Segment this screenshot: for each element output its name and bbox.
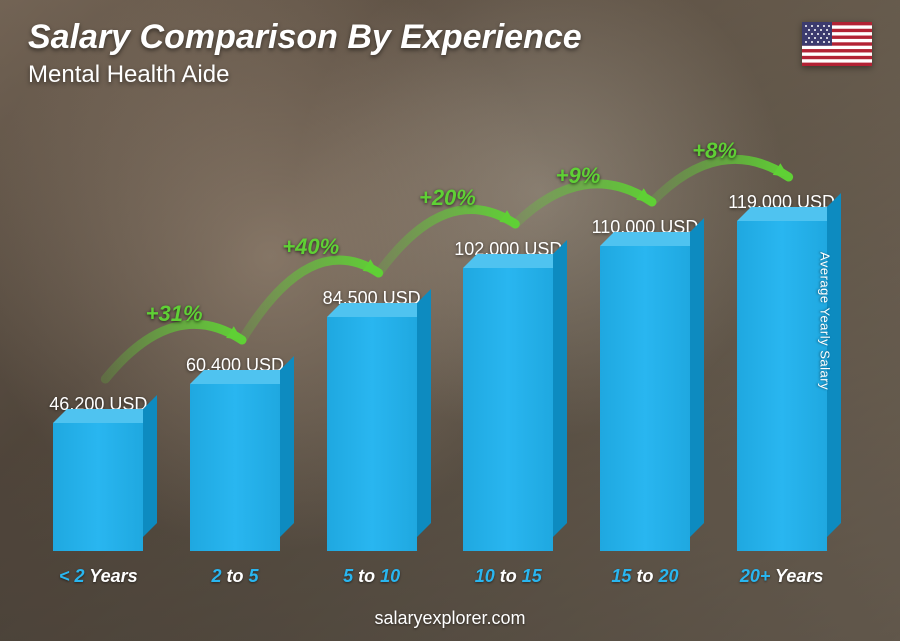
bar-group: 60,400 USD bbox=[180, 355, 290, 551]
chart-area: 46,200 USD 60,400 USD 84,500 USD 102,000… bbox=[30, 120, 850, 581]
growth-pct-label: +9% bbox=[556, 163, 601, 189]
bar-front-face bbox=[600, 246, 690, 551]
y-axis-label: Average Yearly Salary bbox=[817, 251, 832, 389]
growth-pct-label: +20% bbox=[419, 185, 476, 211]
bar-front-face bbox=[190, 384, 280, 551]
bar-top-face bbox=[53, 409, 157, 423]
x-axis-labels: < 2 Years 2 to 5 5 to 10 10 to 15 15 to 20 20… bbox=[30, 566, 850, 587]
country-flag-us bbox=[802, 22, 872, 66]
bar-side-face bbox=[690, 218, 704, 537]
bar-front-face bbox=[737, 221, 827, 551]
header: Salary Comparison By Experience Mental H… bbox=[28, 18, 872, 89]
x-axis-label: 15 to 20 bbox=[590, 566, 700, 587]
bar-3d bbox=[463, 268, 553, 551]
chart-title: Salary Comparison By Experience bbox=[28, 18, 872, 57]
bar-top-face bbox=[327, 303, 431, 317]
bar-front-face bbox=[327, 317, 417, 551]
growth-pct-label: +31% bbox=[146, 301, 203, 327]
bar-top-face bbox=[737, 207, 841, 221]
bar-3d bbox=[53, 423, 143, 551]
growth-pct-label: +8% bbox=[692, 138, 737, 164]
bar-group: 46,200 USD bbox=[43, 394, 153, 551]
bar-3d bbox=[600, 246, 690, 551]
x-axis-label: 20+ Years bbox=[727, 566, 837, 587]
bar-group: 110,000 USD bbox=[590, 217, 700, 551]
x-axis-label: < 2 Years bbox=[43, 566, 153, 587]
footer-attribution: salaryexplorer.com bbox=[0, 608, 900, 629]
bar-3d bbox=[327, 317, 417, 551]
bar-front-face bbox=[463, 268, 553, 551]
bar-3d bbox=[190, 384, 280, 551]
bar-side-face bbox=[417, 289, 431, 537]
bar-top-face bbox=[190, 370, 294, 384]
bar-side-face bbox=[143, 395, 157, 537]
bar-side-face bbox=[553, 240, 567, 537]
growth-pct-label: +40% bbox=[282, 234, 339, 260]
bar-group: 102,000 USD bbox=[453, 239, 563, 551]
bar-top-face bbox=[463, 254, 567, 268]
x-axis-label: 5 to 10 bbox=[317, 566, 427, 587]
bar-3d bbox=[737, 221, 827, 551]
x-axis-label: 10 to 15 bbox=[453, 566, 563, 587]
chart-subtitle: Mental Health Aide bbox=[28, 61, 872, 89]
bar-front-face bbox=[53, 423, 143, 551]
bar-group: 84,500 USD bbox=[317, 288, 427, 551]
bar-side-face bbox=[280, 356, 294, 537]
bar-top-face bbox=[600, 232, 704, 246]
x-axis-label: 2 to 5 bbox=[180, 566, 290, 587]
bar-container: 46,200 USD 60,400 USD 84,500 USD 102,000… bbox=[30, 151, 850, 551]
